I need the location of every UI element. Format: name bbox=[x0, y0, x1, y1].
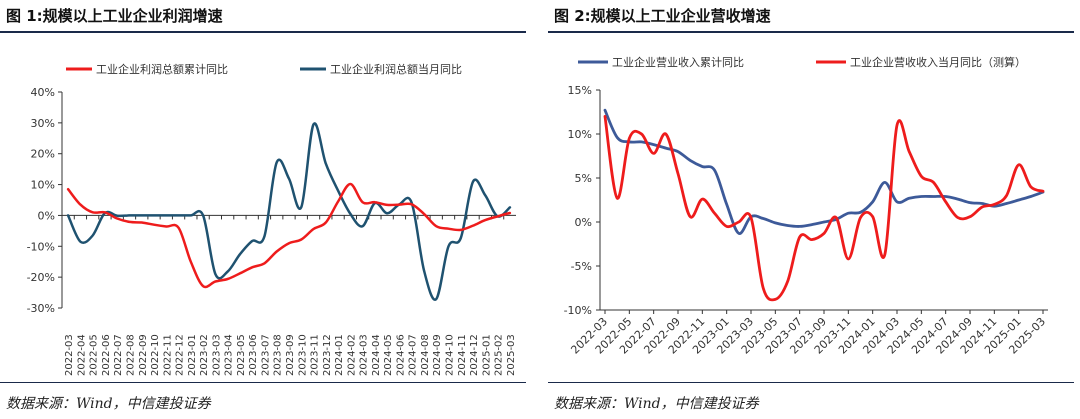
x-tick-label: 2024-03 bbox=[359, 334, 370, 376]
series-line-2 bbox=[603, 115, 1045, 302]
x-tick-label: 2023-11 bbox=[310, 334, 321, 376]
x-tick-label: 2024-04 bbox=[371, 334, 382, 376]
x-tick-label: 2022-05 bbox=[89, 334, 100, 376]
legend-label-2: 工业企业营收收入当月同比（测算） bbox=[850, 55, 1026, 69]
x-tick-label: 2022-12 bbox=[175, 334, 186, 376]
x-tick-label: 2024-05 bbox=[383, 334, 394, 376]
x-tick-label: 2023-09 bbox=[285, 334, 296, 376]
figure-2-source: 数据来源：Wind，中信建投证券 bbox=[554, 396, 759, 412]
x-tick-label: 2024-10 bbox=[445, 334, 456, 376]
y-tick-label: -10% bbox=[27, 240, 55, 253]
y-tick-label: 30% bbox=[31, 117, 55, 130]
y-tick-label: -30% bbox=[27, 302, 55, 315]
y-tick-label: 0% bbox=[575, 216, 592, 229]
legend-label-2: 工业企业利润总额当月同比 bbox=[330, 62, 462, 76]
x-tick-label: 2024-09 bbox=[432, 334, 443, 376]
x-tick-label: 2023-08 bbox=[273, 334, 284, 376]
x-tick-label: 2023-06 bbox=[248, 334, 259, 376]
x-tick-label: 2024-08 bbox=[420, 334, 431, 376]
figure-1: 图 1:规模以上工业企业利润增速 工业企业利润总额累计同比 工业企业利润总额当月同… bbox=[0, 0, 532, 419]
figure-2-top-rule bbox=[548, 31, 1074, 33]
x-tick-label: 2022-08 bbox=[125, 334, 136, 376]
x-tick-label: 2024-07 bbox=[408, 334, 419, 376]
figure-1-title: 图 1:规模以上工业企业利润增速 bbox=[6, 7, 223, 25]
figure-1-source: 数据来源：Wind，中信建投证券 bbox=[6, 396, 211, 412]
x-tick-label: 2024-12 bbox=[469, 334, 480, 376]
x-tick-label: 2022-07 bbox=[113, 334, 124, 376]
x-tick-label: 2024-11 bbox=[457, 334, 468, 376]
x-tick-label: 2023-05 bbox=[236, 334, 247, 376]
figure-1-top-rule bbox=[0, 31, 526, 33]
series-line-1 bbox=[66, 182, 512, 289]
y-tick-label: 0% bbox=[38, 209, 55, 222]
y-tick-label: 10% bbox=[568, 128, 592, 141]
y-tick-label: 40% bbox=[31, 86, 55, 99]
x-tick-label: 2023-02 bbox=[199, 334, 210, 376]
x-tick-label: 2022-10 bbox=[150, 334, 161, 376]
x-tick-label: 2024-01 bbox=[334, 334, 345, 376]
x-tick-label: 2023-01 bbox=[187, 334, 198, 376]
y-tick-label: 10% bbox=[31, 179, 55, 192]
figure-2: 图 2:规模以上工业企业营收增速 工业企业营业收入累计同比 工业企业营收收入当月同… bbox=[548, 0, 1080, 419]
x-tick-label: 2023-04 bbox=[224, 334, 235, 376]
x-tick-label: 2022-06 bbox=[101, 334, 112, 376]
x-tick-label: 2022-03 bbox=[64, 334, 75, 376]
x-tick-label: 2025-02 bbox=[494, 334, 505, 376]
x-tick-label: 2022-11 bbox=[162, 334, 173, 376]
x-tick-label: 2025-03 bbox=[506, 334, 517, 376]
y-tick-label: 15% bbox=[568, 84, 592, 97]
x-tick-label: 2023-10 bbox=[297, 334, 308, 376]
x-tick-label: 2023-07 bbox=[260, 334, 271, 376]
x-tick-label: 2025-01 bbox=[481, 334, 492, 376]
series-line-1 bbox=[603, 108, 1045, 235]
figure-2-bottom-rule bbox=[548, 382, 1074, 383]
legend-label-1: 工业企业营业收入累计同比 bbox=[612, 55, 744, 69]
figure-1-bottom-rule bbox=[0, 382, 526, 383]
y-tick-label: -10% bbox=[564, 304, 592, 317]
y-tick-label: 5% bbox=[575, 172, 592, 185]
series-line-2 bbox=[66, 122, 512, 301]
y-tick-label: 20% bbox=[31, 148, 55, 161]
profit-growth-chart: 工业企业利润总额累计同比 工业企业利润总额当月同比 -30% -20% -10% 0% 10… bbox=[27, 62, 517, 376]
figure-2-title: 图 2:规模以上工业企业营收增速 bbox=[554, 7, 771, 25]
revenue-growth-chart: 工业企业营业收入累计同比 工业企业营收收入当月同比（测算） -10% -5% 0% 5% 1… bbox=[564, 55, 1049, 357]
x-tick-label: 2023-12 bbox=[322, 334, 333, 376]
x-tick-label: 2024-06 bbox=[395, 334, 406, 376]
x-tick-label: 2022-09 bbox=[138, 334, 149, 376]
x-tick-label: 2022-04 bbox=[76, 334, 87, 376]
y-tick-label: -20% bbox=[27, 271, 55, 284]
x-tick-label: 2023-03 bbox=[211, 334, 222, 376]
y-tick-label: -5% bbox=[571, 260, 592, 273]
x-tick-label: 2024-02 bbox=[346, 334, 357, 376]
legend-label-1: 工业企业利润总额累计同比 bbox=[96, 62, 228, 76]
